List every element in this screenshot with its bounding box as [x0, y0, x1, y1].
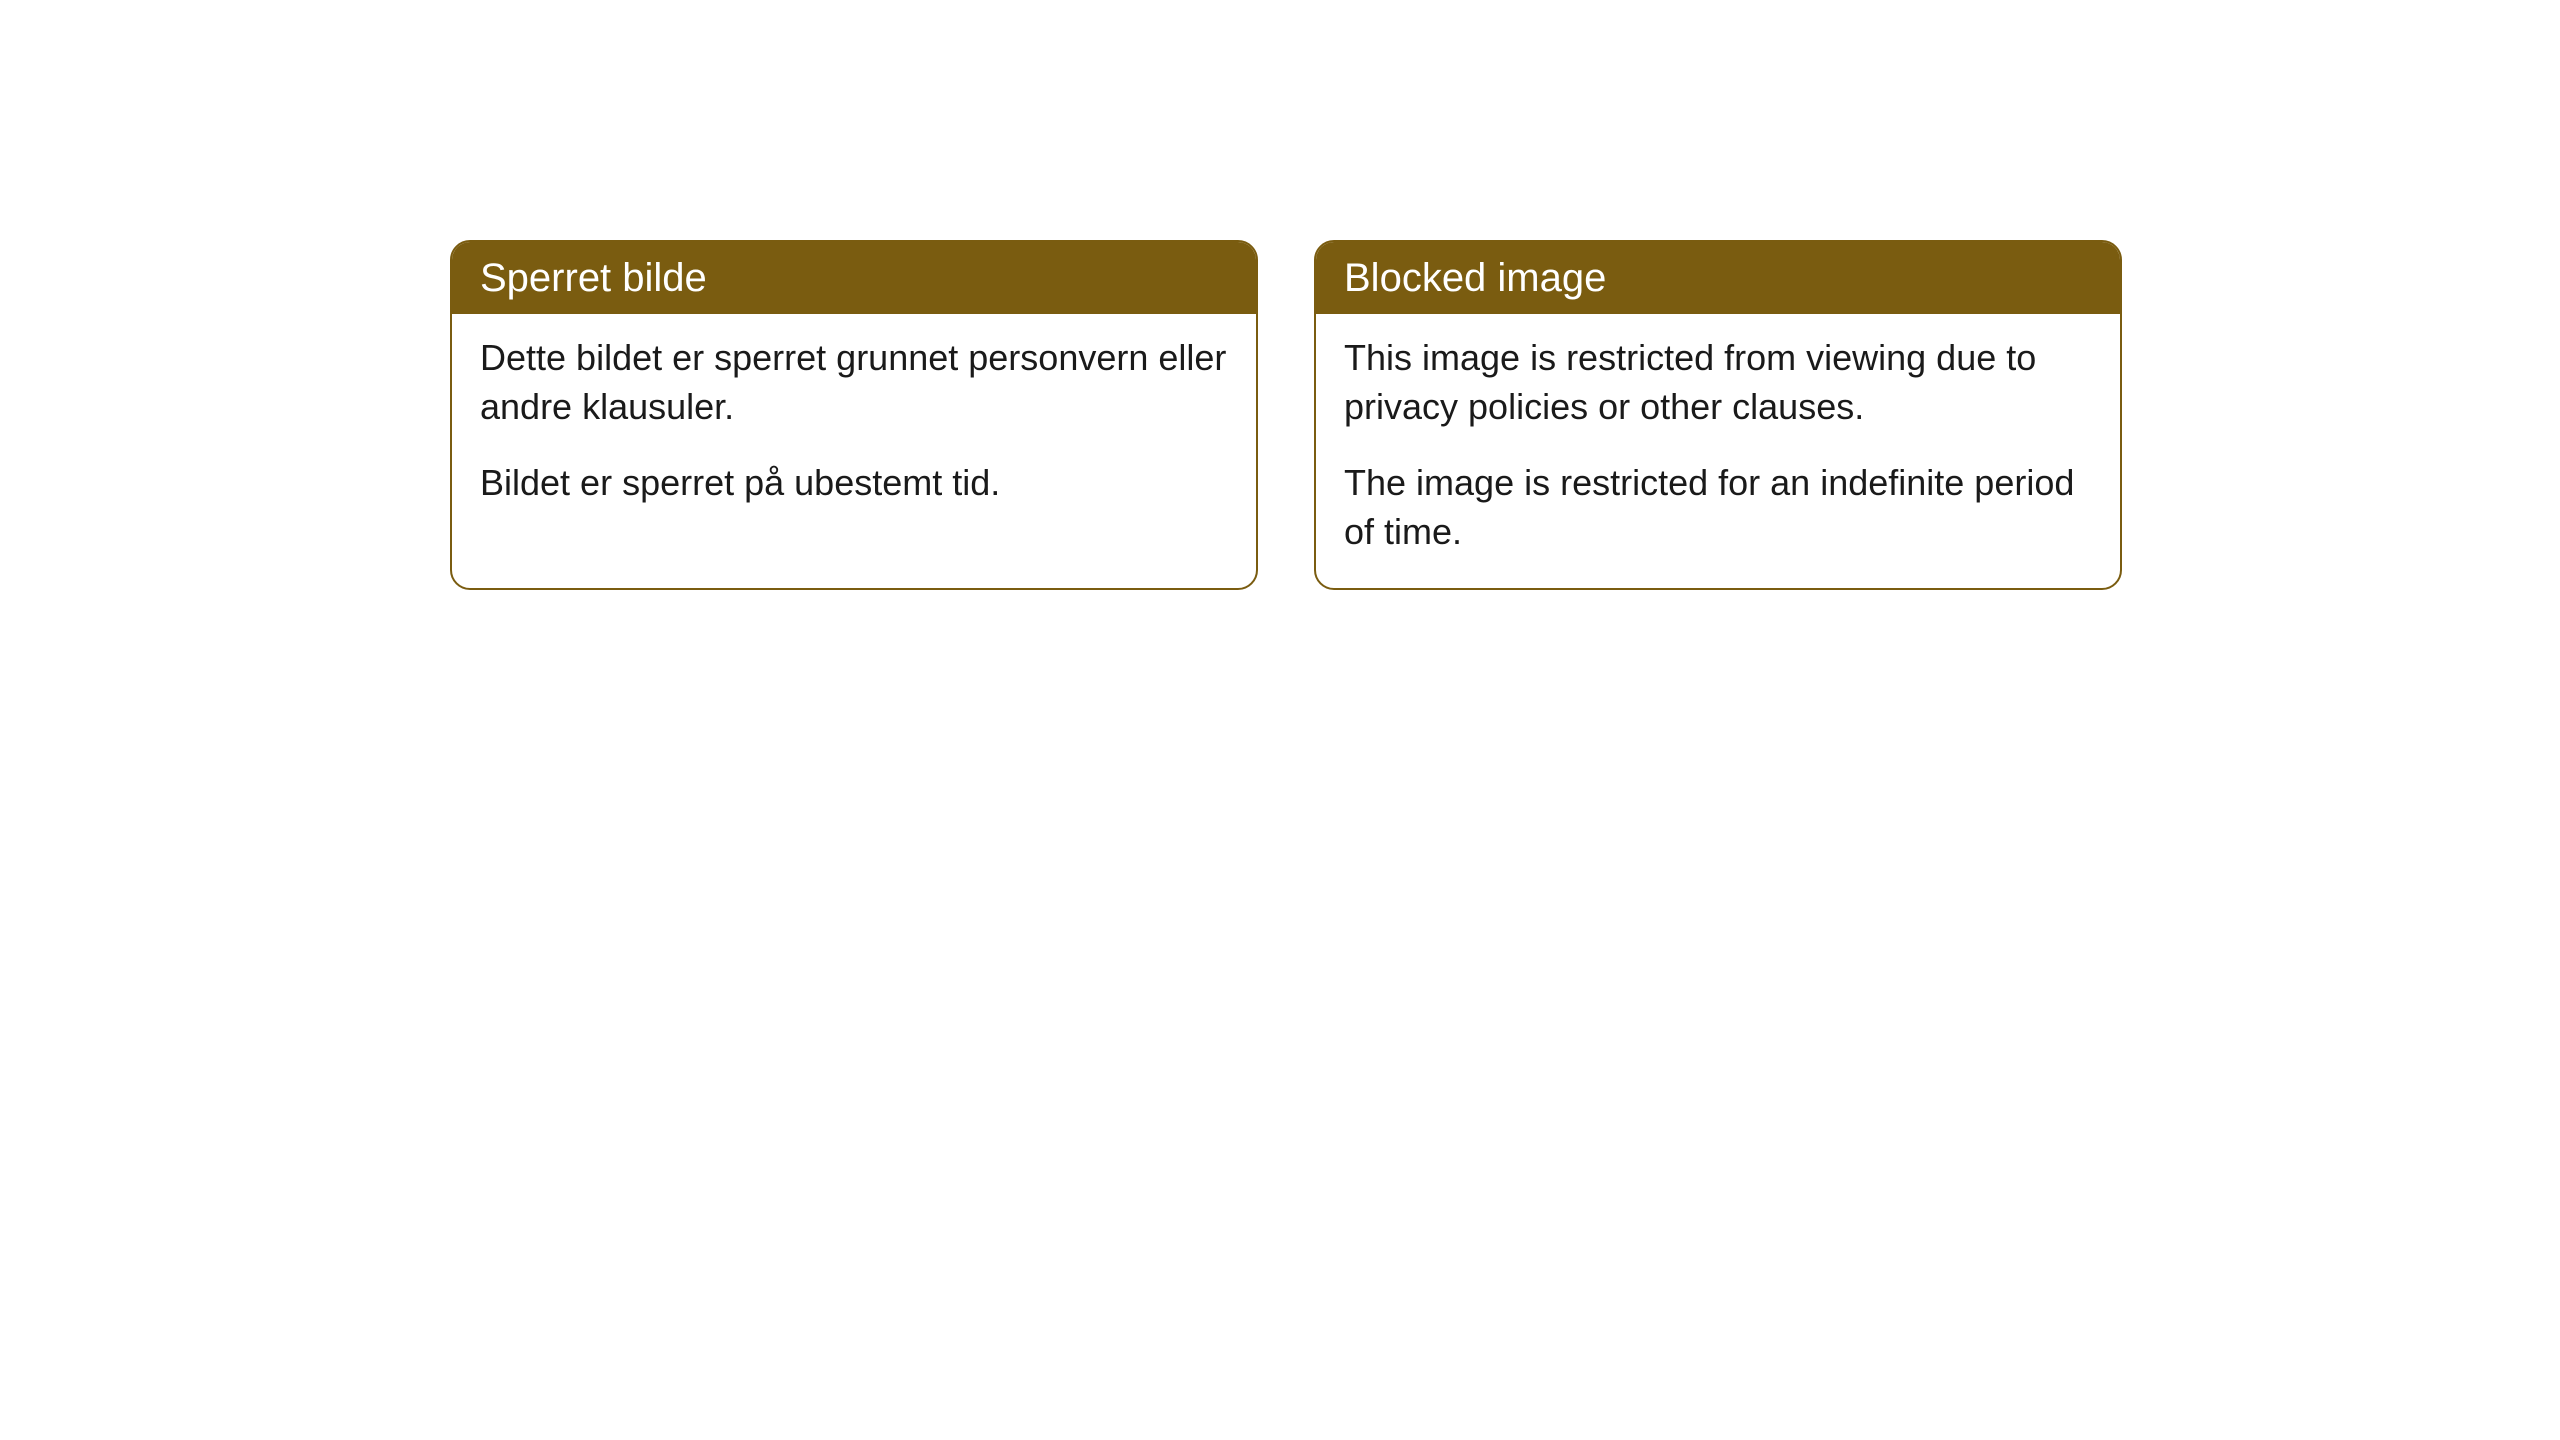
- card-paragraph: This image is restricted from viewing du…: [1344, 334, 2092, 431]
- card-paragraph: Dette bildet er sperret grunnet personve…: [480, 334, 1228, 431]
- card-header: Sperret bilde: [452, 242, 1256, 314]
- card-body: This image is restricted from viewing du…: [1316, 314, 2120, 588]
- card-header: Blocked image: [1316, 242, 2120, 314]
- blocked-image-card-norwegian: Sperret bilde Dette bildet er sperret gr…: [450, 240, 1258, 590]
- blocked-image-card-english: Blocked image This image is restricted f…: [1314, 240, 2122, 590]
- cards-container: Sperret bilde Dette bildet er sperret gr…: [450, 240, 2122, 590]
- card-body: Dette bildet er sperret grunnet personve…: [452, 314, 1256, 540]
- card-paragraph: Bildet er sperret på ubestemt tid.: [480, 459, 1228, 508]
- card-paragraph: The image is restricted for an indefinit…: [1344, 459, 2092, 556]
